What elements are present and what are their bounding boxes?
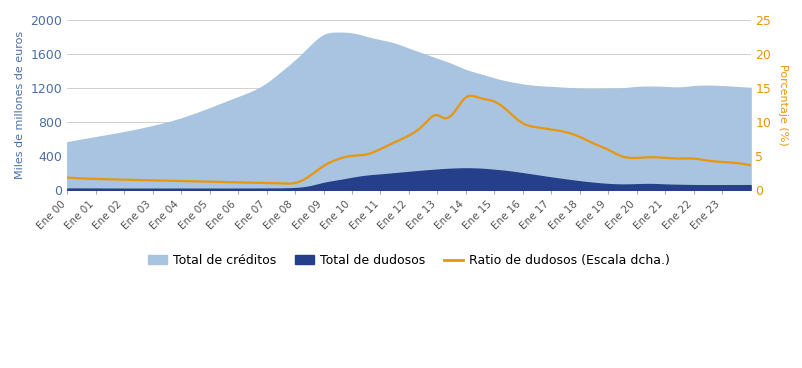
Y-axis label: Porcentaje (%): Porcentaje (%) <box>777 64 787 146</box>
Y-axis label: Miles de millones de euros: Miles de millones de euros <box>15 31 25 179</box>
Legend: Total de créditos, Total de dudosos, Ratio de dudosos (Escala dcha.): Total de créditos, Total de dudosos, Rat… <box>143 249 674 272</box>
